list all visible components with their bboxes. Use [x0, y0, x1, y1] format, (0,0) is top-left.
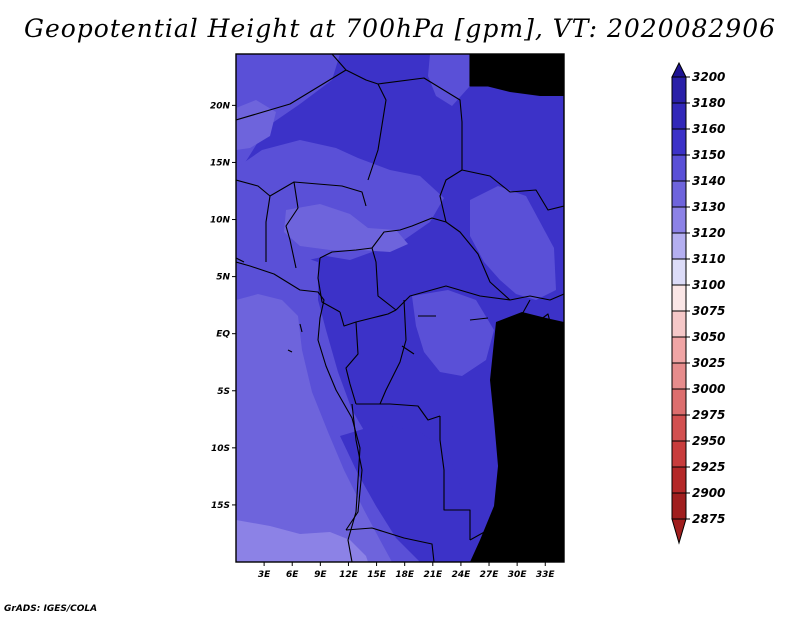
colorbar-label: 2925 — [692, 460, 725, 474]
lon-tick-label: 30E — [508, 570, 528, 580]
lon-tick-label: 27E — [480, 570, 500, 580]
colorbar-swatch — [671, 440, 687, 468]
colorbar-swatch — [671, 128, 687, 156]
lat-tick-label: 10N — [210, 216, 231, 226]
field-region-3130-central — [284, 204, 408, 252]
lat-tick-label: 10S — [211, 444, 230, 454]
colorbar-label: 3130 — [692, 200, 725, 214]
lon-tick-label: 6E — [286, 570, 299, 580]
colorbar-swatch — [671, 362, 687, 390]
lon-tick-label: 15E — [367, 570, 387, 580]
lat-tick-label: 5N — [216, 273, 230, 283]
colorbar-label: 2875 — [692, 512, 725, 526]
colorbar-swatch — [671, 232, 687, 260]
colorbar-swatch — [671, 154, 687, 182]
colorbar-label: 2900 — [692, 486, 725, 500]
chart-title: Geopotential Height at 700hPa [gpm], VT:… — [23, 14, 777, 43]
colorbar-bottom-arrow — [671, 518, 687, 545]
colorbar-label: 3000 — [692, 382, 725, 396]
colorbar-swatch — [671, 206, 687, 234]
height-field — [236, 54, 564, 562]
grads-credit: GrADS: IGES/COLA — [4, 604, 98, 614]
colorbar-swatch — [671, 102, 687, 130]
lat-tick-label: 15N — [210, 158, 231, 168]
country-boundaries — [236, 54, 564, 562]
field-region-3130-west — [236, 294, 392, 562]
colorbar-label: 3050 — [692, 330, 725, 344]
field-region-3160-southeast — [470, 312, 564, 562]
colorbar-label: 3200 — [692, 70, 725, 84]
lon-tick-label: 33E — [536, 570, 556, 580]
colorbar-label: 3120 — [692, 226, 725, 240]
map-frame — [235, 53, 565, 563]
colorbar-label: 3180 — [692, 96, 725, 110]
colorbar-swatch — [671, 492, 687, 520]
colorbar-label: 3160 — [692, 122, 725, 136]
colorbar-label: 3075 — [692, 304, 725, 318]
field-region-3140-west — [236, 54, 340, 176]
colorbar-top-arrow — [671, 61, 687, 78]
colorbar-swatch — [671, 336, 687, 364]
colorbar-swatch — [671, 258, 687, 286]
colorbar: 3200 3180 3160 3150 3140 3130 3120 3110 3100 3075… — [671, 61, 725, 545]
field-region-3130-north — [236, 100, 276, 150]
colorbar-label: 2950 — [692, 434, 725, 448]
colorbar-label: 3150 — [692, 148, 725, 162]
colorbar-label: 2975 — [692, 408, 725, 422]
colorbar-label: 3100 — [692, 278, 725, 292]
colorbar-swatch — [671, 76, 687, 104]
colorbar-label: 3140 — [692, 174, 725, 188]
colorbar-swatch — [671, 180, 687, 208]
colorbar-swatch — [671, 310, 687, 338]
colorbar-label: 3110 — [692, 252, 725, 266]
colorbar-swatch — [671, 284, 687, 312]
lon-tick-label: 9E — [314, 570, 327, 580]
map-axes: 3E 6E 9E 12E 15E 18E 21E 24E 27E 30E 33E 20N 15N 10N 5… — [210, 101, 556, 580]
lat-tick-label: 20N — [210, 101, 231, 111]
colorbar-swatch — [671, 414, 687, 442]
lon-tick-label: 21E — [423, 570, 443, 580]
lon-tick-label: 18E — [395, 570, 415, 580]
lat-tick-label: EQ — [216, 330, 230, 340]
lon-tick-label: 24E — [452, 570, 472, 580]
colorbar-label: 3025 — [692, 356, 725, 370]
field-region-3150-south — [340, 424, 470, 562]
field-region-3120-southwest — [236, 520, 368, 562]
field-region-3140-north — [428, 54, 470, 106]
colorbar-swatch — [671, 388, 687, 416]
lat-tick-label: 5S — [217, 387, 230, 397]
lon-tick-label: 3E — [258, 570, 271, 580]
field-region-3140-east — [470, 186, 556, 300]
colorbar-swatch — [671, 466, 687, 494]
lat-tick-label: 15S — [211, 501, 230, 511]
field-region-3140-blob — [412, 290, 494, 376]
lon-tick-label: 12E — [339, 570, 359, 580]
